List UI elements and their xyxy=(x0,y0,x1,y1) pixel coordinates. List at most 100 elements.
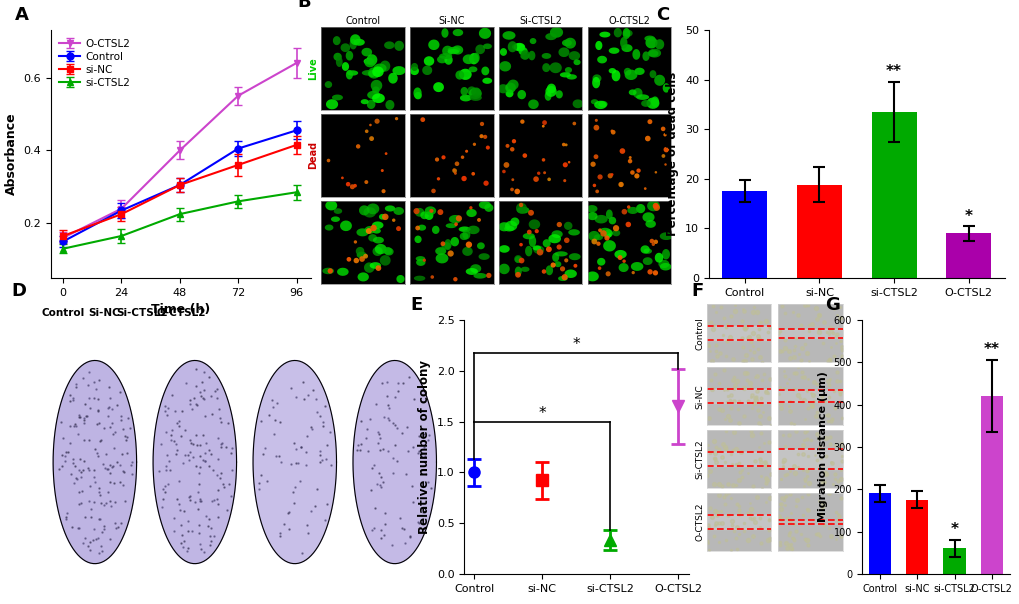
Polygon shape xyxy=(642,212,654,222)
Polygon shape xyxy=(327,268,332,274)
Polygon shape xyxy=(510,147,514,152)
Polygon shape xyxy=(372,66,383,77)
Polygon shape xyxy=(382,214,388,220)
Polygon shape xyxy=(599,31,609,37)
Polygon shape xyxy=(394,117,397,120)
Polygon shape xyxy=(498,61,511,71)
Polygon shape xyxy=(653,75,664,86)
Polygon shape xyxy=(368,234,377,242)
Bar xyxy=(979,396,1002,574)
Polygon shape xyxy=(529,38,536,44)
Polygon shape xyxy=(642,51,649,61)
Polygon shape xyxy=(549,27,562,37)
Polygon shape xyxy=(533,246,544,254)
Polygon shape xyxy=(649,239,653,243)
Polygon shape xyxy=(628,89,636,95)
Polygon shape xyxy=(536,172,540,175)
Y-axis label: Si-NC: Si-NC xyxy=(694,384,703,408)
Polygon shape xyxy=(510,217,519,226)
Polygon shape xyxy=(652,270,657,275)
Polygon shape xyxy=(452,29,463,36)
Y-axis label: Si-CTSL2: Si-CTSL2 xyxy=(694,439,703,479)
Polygon shape xyxy=(422,259,426,262)
Polygon shape xyxy=(654,252,662,263)
Polygon shape xyxy=(436,56,447,63)
Polygon shape xyxy=(634,68,644,75)
Polygon shape xyxy=(53,361,137,564)
Polygon shape xyxy=(649,70,656,78)
Polygon shape xyxy=(545,265,552,275)
Polygon shape xyxy=(627,207,638,214)
Polygon shape xyxy=(651,243,654,246)
Polygon shape xyxy=(442,46,452,56)
Polygon shape xyxy=(542,239,550,247)
Polygon shape xyxy=(452,277,458,281)
Polygon shape xyxy=(621,44,632,52)
Polygon shape xyxy=(478,253,489,260)
Polygon shape xyxy=(528,219,540,230)
Polygon shape xyxy=(608,68,615,74)
Polygon shape xyxy=(545,246,551,252)
Polygon shape xyxy=(381,189,385,193)
Polygon shape xyxy=(322,268,334,274)
Polygon shape xyxy=(498,222,510,231)
Polygon shape xyxy=(564,37,576,48)
Polygon shape xyxy=(595,41,602,50)
Polygon shape xyxy=(441,28,448,38)
Polygon shape xyxy=(620,37,627,48)
Polygon shape xyxy=(532,245,541,251)
Polygon shape xyxy=(483,135,487,139)
Polygon shape xyxy=(432,226,439,234)
Polygon shape xyxy=(326,99,338,109)
Polygon shape xyxy=(437,209,443,215)
Title: O-CTSL2: O-CTSL2 xyxy=(607,16,650,26)
Polygon shape xyxy=(514,43,525,51)
Polygon shape xyxy=(519,203,523,207)
Polygon shape xyxy=(374,118,379,124)
Polygon shape xyxy=(605,210,612,219)
Polygon shape xyxy=(414,275,425,281)
Polygon shape xyxy=(561,274,568,280)
Text: G: G xyxy=(824,296,839,314)
Polygon shape xyxy=(479,28,491,39)
Polygon shape xyxy=(356,144,360,149)
Polygon shape xyxy=(429,209,433,213)
Polygon shape xyxy=(556,245,561,249)
Polygon shape xyxy=(478,201,490,209)
Y-axis label: Percentage of dead cells: Percentage of dead cells xyxy=(665,72,679,236)
Text: A: A xyxy=(14,6,29,24)
Polygon shape xyxy=(646,98,659,109)
Polygon shape xyxy=(647,269,652,275)
Polygon shape xyxy=(573,59,580,65)
Polygon shape xyxy=(454,161,459,166)
Polygon shape xyxy=(646,201,659,211)
Polygon shape xyxy=(561,143,565,146)
Polygon shape xyxy=(364,226,375,234)
Polygon shape xyxy=(471,172,475,176)
Polygon shape xyxy=(517,90,526,99)
Polygon shape xyxy=(522,153,527,158)
Polygon shape xyxy=(469,206,472,210)
Polygon shape xyxy=(471,88,481,97)
Polygon shape xyxy=(396,275,405,283)
Polygon shape xyxy=(445,223,457,228)
Polygon shape xyxy=(647,49,660,57)
Polygon shape xyxy=(484,204,493,212)
Polygon shape xyxy=(505,89,513,97)
Polygon shape xyxy=(369,136,374,141)
Polygon shape xyxy=(542,172,545,174)
Polygon shape xyxy=(483,181,488,186)
Text: **: ** xyxy=(983,342,999,357)
Polygon shape xyxy=(366,228,372,234)
Polygon shape xyxy=(430,275,434,279)
Polygon shape xyxy=(473,273,486,278)
Polygon shape xyxy=(482,78,492,84)
Polygon shape xyxy=(393,207,404,215)
Polygon shape xyxy=(533,176,538,182)
Polygon shape xyxy=(424,207,436,215)
Polygon shape xyxy=(569,51,580,60)
Polygon shape xyxy=(587,212,597,220)
Polygon shape xyxy=(519,243,523,246)
Polygon shape xyxy=(466,268,478,275)
Polygon shape xyxy=(424,211,433,220)
